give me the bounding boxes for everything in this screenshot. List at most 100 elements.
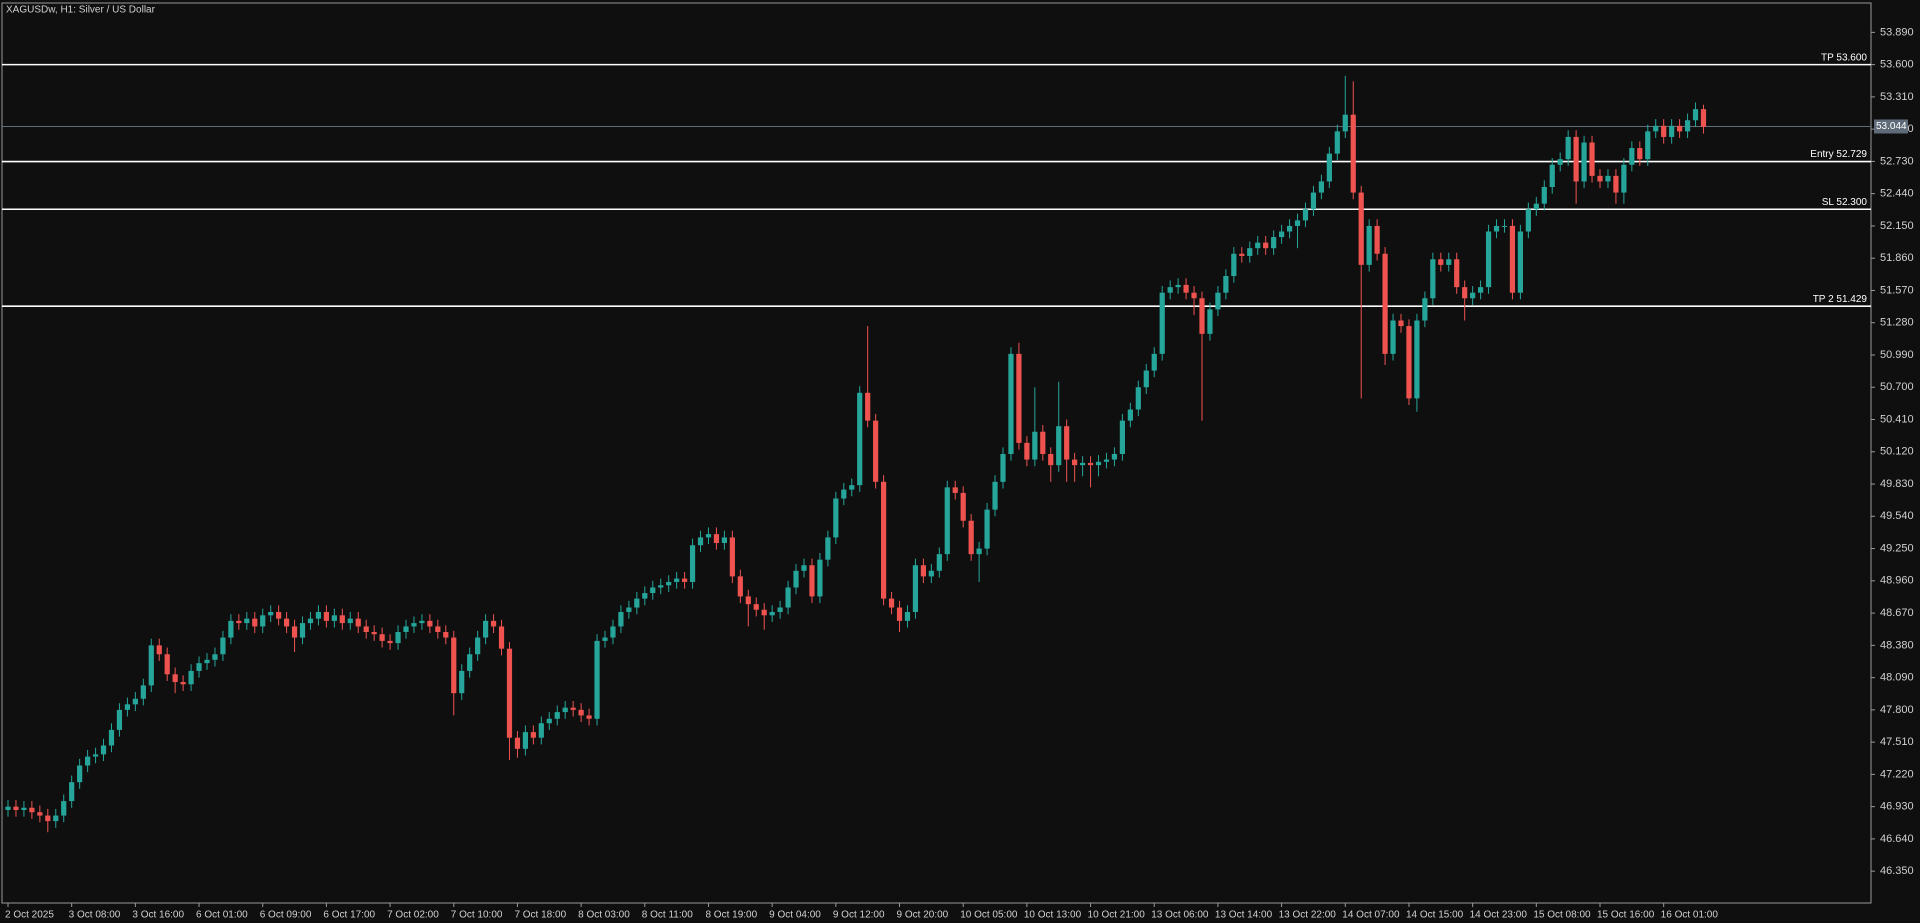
plot-frame xyxy=(1,2,1872,904)
candle-body xyxy=(666,581,672,586)
candle-body xyxy=(411,623,417,627)
candle-body xyxy=(1342,114,1348,132)
level-label: Entry 52.729 xyxy=(1810,149,1867,160)
candle-body xyxy=(626,607,632,612)
candle-body xyxy=(1470,292,1476,299)
candle-body xyxy=(976,548,982,555)
y-tick-label: 53.310 xyxy=(1880,91,1914,103)
x-tick-label: 10 Oct 13:00 xyxy=(1024,910,1082,921)
candle-body xyxy=(180,682,186,685)
y-tick-label: 53.890 xyxy=(1880,26,1914,38)
candle-body xyxy=(1048,454,1054,466)
candle-body xyxy=(1334,131,1340,154)
y-tick-label: 52.150 xyxy=(1880,220,1914,232)
candle-body xyxy=(108,729,115,746)
y-tick-label: 47.800 xyxy=(1880,704,1914,716)
x-tick-label: 6 Oct 01:00 xyxy=(196,910,248,921)
candle-body xyxy=(1080,462,1086,466)
candle-body xyxy=(13,806,19,810)
x-tick-label: 10 Oct 21:00 xyxy=(1088,910,1146,921)
candle-body xyxy=(1485,231,1492,288)
candle-body xyxy=(1151,353,1157,371)
candle-body xyxy=(363,626,369,632)
candle-body xyxy=(888,598,895,608)
candle-body xyxy=(1557,159,1563,165)
candle-body xyxy=(1318,181,1324,193)
candle-body xyxy=(968,520,974,555)
candle-body xyxy=(53,815,59,822)
candle-body xyxy=(331,615,337,621)
y-tick-label: 49.540 xyxy=(1880,510,1914,522)
candle-body xyxy=(323,611,329,621)
candle-body xyxy=(960,492,966,521)
candle-body xyxy=(156,645,162,655)
candle-body xyxy=(1247,248,1253,256)
candle-body xyxy=(618,611,624,627)
candle-body xyxy=(1414,320,1420,399)
candle-body xyxy=(729,537,735,577)
candle-body xyxy=(1064,426,1070,460)
candle-body xyxy=(284,618,290,627)
candle-body xyxy=(1669,125,1675,137)
candle-body xyxy=(1223,276,1229,293)
candle-body xyxy=(514,737,521,749)
candle-body xyxy=(220,637,226,655)
candle-body xyxy=(650,587,656,594)
candle-body xyxy=(92,754,99,757)
candle-body xyxy=(69,782,75,802)
y-tick-label: 48.670 xyxy=(1880,607,1914,619)
candle-body xyxy=(642,593,648,599)
candle-body xyxy=(658,585,664,588)
candle-body xyxy=(307,618,314,624)
y-tick-label: 51.570 xyxy=(1880,284,1914,296)
y-tick-label: 50.120 xyxy=(1880,446,1914,458)
candle-body xyxy=(689,545,696,582)
x-tick-label: 13 Oct 06:00 xyxy=(1151,910,1209,921)
x-tick-label: 2 Oct 2025 xyxy=(5,910,54,921)
candle-body xyxy=(682,578,688,582)
candle-body xyxy=(29,807,35,813)
candle-body xyxy=(85,756,91,766)
candle-body xyxy=(1056,426,1062,466)
candle-body xyxy=(1501,225,1508,227)
candle-body xyxy=(1127,409,1133,421)
x-tick-label: 15 Oct 08:00 xyxy=(1533,910,1591,921)
candle-body xyxy=(1143,370,1149,388)
candle-body xyxy=(674,578,680,582)
x-tick-label: 9 Oct 04:00 xyxy=(769,910,821,921)
candle-body xyxy=(1191,292,1197,299)
candle-body xyxy=(841,489,847,499)
candle-body xyxy=(1478,287,1484,293)
y-tick-label: 52.440 xyxy=(1880,188,1914,200)
x-tick-label: 13 Oct 22:00 xyxy=(1279,910,1337,921)
candle-body xyxy=(1692,109,1699,121)
candle-body xyxy=(45,815,51,822)
y-tick-label: 49.250 xyxy=(1880,542,1914,554)
candle-body xyxy=(1589,142,1595,176)
candle-body xyxy=(1454,259,1460,288)
candle-body xyxy=(761,609,767,616)
current-price-label: 53.044 xyxy=(1876,121,1907,132)
candle-body xyxy=(737,576,743,597)
candle-body xyxy=(602,637,608,641)
candle-body xyxy=(77,765,83,783)
candle-body xyxy=(562,707,568,713)
candle-body xyxy=(236,620,242,624)
candle-body xyxy=(578,709,584,716)
candle-body xyxy=(825,537,831,560)
candle-body xyxy=(1271,237,1277,249)
candle-body xyxy=(124,704,130,710)
candle-body xyxy=(1111,454,1118,460)
candle-body xyxy=(1326,153,1332,182)
candle-body xyxy=(809,565,815,597)
candle-body xyxy=(817,559,823,597)
y-tick-label: 50.700 xyxy=(1880,381,1914,393)
candle-body xyxy=(1661,125,1667,137)
y-tick-label: 50.990 xyxy=(1880,349,1914,361)
candle-body xyxy=(769,611,775,616)
x-tick-label: 6 Oct 09:00 xyxy=(260,910,312,921)
candle-body xyxy=(387,640,393,644)
candle-body xyxy=(451,637,457,694)
